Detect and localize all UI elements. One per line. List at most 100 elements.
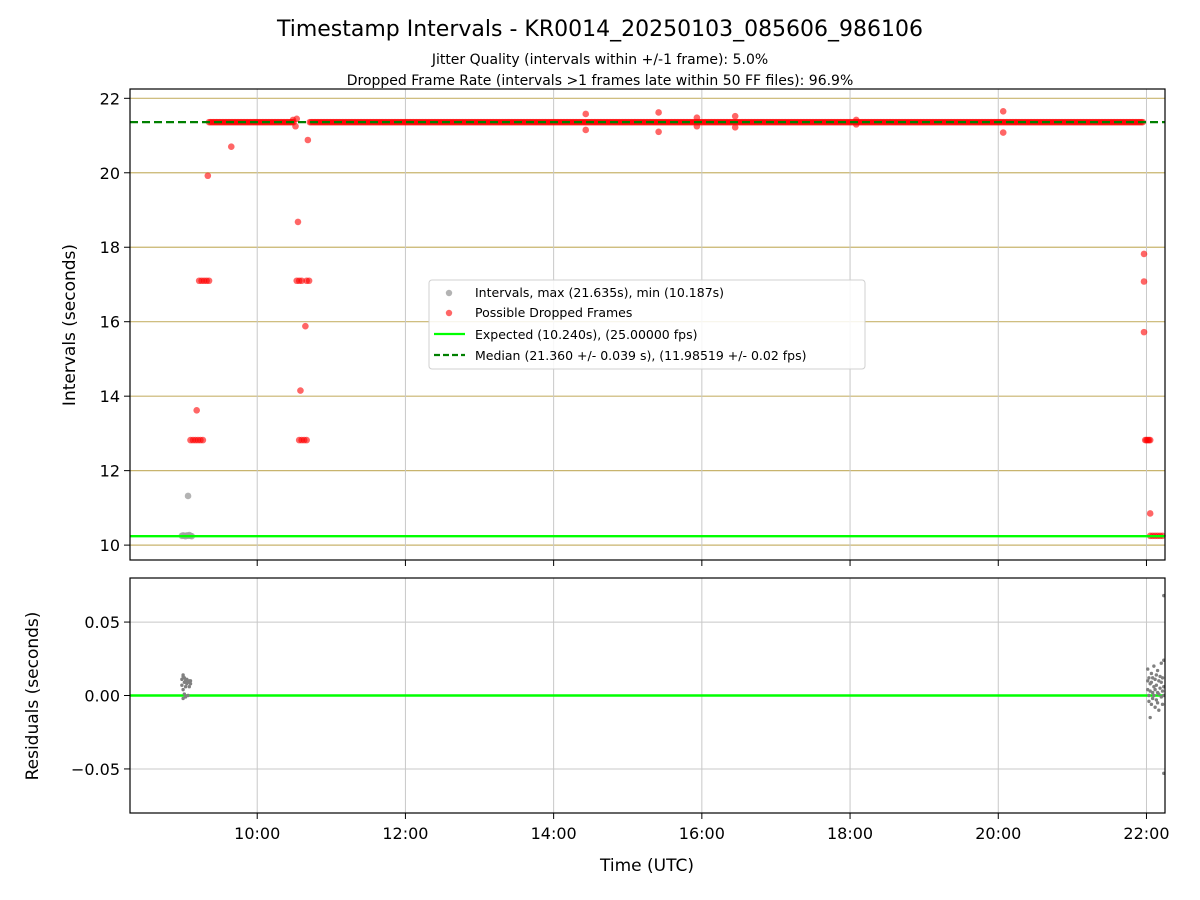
dropped-frame-point bbox=[731, 112, 739, 120]
residual-point bbox=[181, 696, 185, 701]
dropped-frame-point bbox=[655, 128, 662, 136]
intervals-y-tick-label: 18 bbox=[100, 238, 120, 257]
residual-point bbox=[182, 676, 187, 680]
residual-point bbox=[1149, 680, 1154, 684]
residual-point bbox=[180, 677, 184, 682]
residual-point bbox=[187, 684, 191, 689]
residual-point bbox=[1160, 702, 1165, 707]
dropped-frame-point bbox=[294, 218, 302, 226]
residual-point bbox=[1150, 696, 1155, 701]
residuals-y-label: Residuals (seconds) bbox=[23, 612, 43, 781]
legend: Intervals, max (21.635s), min (10.187s) … bbox=[428, 279, 866, 370]
dropped-frame-point bbox=[293, 115, 301, 123]
residual-point bbox=[1160, 676, 1165, 680]
residual-point bbox=[1153, 677, 1157, 682]
x-tick-label: 12:00 bbox=[382, 824, 428, 843]
residual-point bbox=[188, 682, 193, 686]
x-tick-label: 16:00 bbox=[679, 824, 725, 843]
residuals-y-tick-label: −0.05 bbox=[71, 760, 120, 779]
residual-point bbox=[1152, 684, 1156, 689]
intervals-y-ticks: 10 12 14 16 18 20 22 bbox=[100, 89, 130, 555]
chart-title: Timestamp Intervals - KR0014_20250103_08… bbox=[276, 17, 923, 42]
legend-entry-dropped: Possible Dropped Frames bbox=[475, 305, 632, 320]
dropped-frame-point bbox=[304, 136, 312, 144]
residual-point bbox=[1154, 673, 1159, 677]
dropped-frame-point bbox=[204, 172, 212, 180]
dropped-frame-point bbox=[999, 108, 1007, 115]
residual-point bbox=[182, 692, 187, 696]
residual-point bbox=[1149, 702, 1154, 707]
intervals-x-ticks bbox=[256, 560, 1147, 566]
residuals-y-tick-label: 0.05 bbox=[84, 613, 120, 632]
residual-point bbox=[1150, 690, 1155, 695]
residual-point bbox=[1152, 664, 1156, 668]
legend-marker-intervals bbox=[445, 289, 453, 297]
residual-point bbox=[1149, 671, 1154, 676]
residual-point bbox=[1159, 661, 1163, 665]
dropped-frame-point bbox=[582, 126, 590, 134]
residual-point bbox=[188, 679, 193, 683]
residual-point bbox=[1154, 698, 1159, 702]
x-axis-label: Time (UTC) bbox=[599, 856, 694, 876]
residual-point bbox=[1147, 676, 1151, 680]
legend-entry-median: Median (21.360 +/- 0.039 s), (11.98519 +… bbox=[475, 348, 806, 363]
residual-point bbox=[1146, 667, 1150, 671]
intervals-y-label: Intervals (seconds) bbox=[60, 244, 80, 406]
dropped-frame-point bbox=[297, 387, 304, 394]
dropped-frame-point bbox=[193, 407, 200, 414]
residual-point bbox=[1147, 699, 1151, 704]
residual-point bbox=[1153, 705, 1157, 709]
chart-subtitle-jitter: Jitter Quality (intervals within +/-1 fr… bbox=[431, 52, 768, 68]
dropped-frame-point bbox=[205, 277, 213, 285]
dropped-frame-point bbox=[302, 322, 309, 330]
residual-point bbox=[185, 677, 189, 682]
residual-point bbox=[1157, 679, 1161, 683]
residuals-panel: 10:00 12:00 14:00 16:00 18:00 20:00 22:00 −0.05… bbox=[23, 577, 1170, 876]
dropped-frame-point bbox=[731, 124, 739, 131]
residual-point bbox=[180, 683, 184, 687]
legend-entry-expected: Expected (10.240s), (25.00000 fps) bbox=[475, 327, 697, 342]
dropped-frame-point bbox=[693, 114, 701, 121]
intervals-y-tick-label: 22 bbox=[100, 89, 120, 108]
residual-point bbox=[183, 684, 188, 689]
residual-point bbox=[1148, 715, 1152, 720]
residual-point bbox=[1155, 668, 1160, 673]
residual-point bbox=[1152, 693, 1156, 698]
residual-point bbox=[181, 687, 185, 692]
dropped-frame-point bbox=[1146, 510, 1154, 517]
legend-marker-dropped bbox=[445, 309, 453, 317]
residual-point bbox=[1150, 676, 1155, 680]
dropped-frame-point bbox=[305, 277, 313, 285]
intervals-y-tick-label: 10 bbox=[100, 536, 120, 555]
x-tick-label: 22:00 bbox=[1123, 824, 1169, 843]
dropped-frame-point bbox=[199, 436, 207, 444]
x-tick-label: 10:00 bbox=[234, 824, 280, 843]
residual-point bbox=[183, 695, 188, 699]
dropped-frame-point bbox=[655, 109, 662, 116]
dropped-frame-point bbox=[227, 143, 235, 151]
residual-point bbox=[1155, 701, 1160, 705]
intervals-axes-frame bbox=[129, 88, 1166, 561]
residual-point bbox=[1159, 680, 1163, 684]
residual-point bbox=[1157, 708, 1161, 712]
dropped-frame-point bbox=[693, 122, 701, 130]
residual-point bbox=[186, 693, 190, 698]
residual-point bbox=[1147, 693, 1151, 698]
x-tick-label: 14:00 bbox=[531, 824, 577, 843]
residual-point bbox=[1157, 692, 1161, 696]
residual-point bbox=[1154, 683, 1159, 687]
dropped-frame-point bbox=[582, 110, 590, 118]
dropped-frame-point bbox=[1146, 436, 1154, 444]
dropped-frame-point bbox=[298, 277, 305, 285]
intervals-y-tick-label: 20 bbox=[100, 164, 120, 183]
residuals-ticks: 10:00 12:00 14:00 16:00 18:00 20:00 22:00 −0.05… bbox=[71, 613, 1170, 843]
residual-point bbox=[1159, 695, 1163, 699]
residuals-axes-frame bbox=[129, 577, 1166, 814]
residual-point bbox=[181, 673, 185, 677]
residual-point bbox=[1146, 679, 1150, 683]
residual-point bbox=[1158, 686, 1162, 690]
residual-point bbox=[1160, 689, 1165, 693]
interval-point bbox=[184, 492, 192, 500]
